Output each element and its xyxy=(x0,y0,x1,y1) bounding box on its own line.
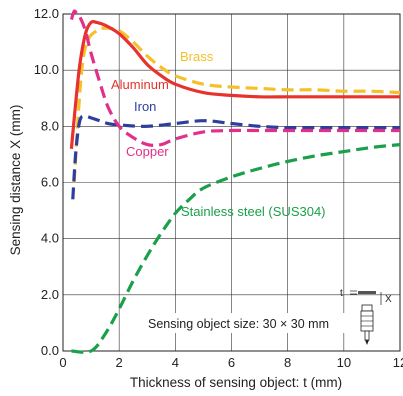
y-tick-label: 2.0 xyxy=(41,287,59,302)
series-line-iron xyxy=(71,114,400,200)
x-label: X xyxy=(385,294,392,305)
sensor-tip xyxy=(365,340,369,345)
tick-labels: 0 2 4 6 8 10 12 0.0 2.0 4.0 6.0 8.0 10.0 12.0 xyxy=(34,6,403,370)
t-label: t xyxy=(340,288,343,299)
y-tick-label: 0.0 xyxy=(41,343,59,358)
y-tick-label: 4.0 xyxy=(41,231,59,246)
series-label-copper: Copper xyxy=(126,144,169,159)
y-tick-label: 10.0 xyxy=(34,62,59,77)
y-axis-label: Sensing distance X (mm) xyxy=(8,105,23,256)
x-tick-label: 10 xyxy=(337,355,351,370)
sensing-object-plate xyxy=(358,291,376,294)
x-tick-label: 8 xyxy=(284,355,291,370)
y-tick-label: 8.0 xyxy=(41,118,59,133)
series-label-aluminum: Aluminum xyxy=(111,77,169,92)
series-line-copper xyxy=(69,9,400,147)
series-lines xyxy=(69,9,401,354)
y-tick-label: 6.0 xyxy=(41,175,59,190)
series-line-stainless xyxy=(71,143,401,354)
x-tick-label: 6 xyxy=(228,355,235,370)
series-label-iron: Iron xyxy=(134,99,156,114)
series-label-brass: Brass xyxy=(180,49,214,64)
series-label-stainless: Stainless steel (SUS304) xyxy=(181,204,326,219)
x-tick-label: 4 xyxy=(172,355,179,370)
x-tick-label: 2 xyxy=(116,355,123,370)
x-axis-label: Thickness of sensing object: t (mm) xyxy=(130,375,342,390)
sensor-head xyxy=(361,304,373,312)
annotation-background xyxy=(143,313,367,333)
sensor-diagram: t X xyxy=(340,288,392,345)
sensor-cable xyxy=(364,330,370,341)
series-line-brass xyxy=(72,26,401,183)
axes xyxy=(62,13,401,352)
grid xyxy=(63,14,400,351)
y-tick-label: 12.0 xyxy=(34,6,59,21)
x-tick-label: 0 xyxy=(59,355,66,370)
plot-frame xyxy=(62,13,401,352)
x-tick-label: 12 xyxy=(393,355,403,370)
sensing-object-size-note: Sensing object size: 30 × 30 mm xyxy=(148,317,329,331)
series-line-aluminum xyxy=(69,19,400,149)
